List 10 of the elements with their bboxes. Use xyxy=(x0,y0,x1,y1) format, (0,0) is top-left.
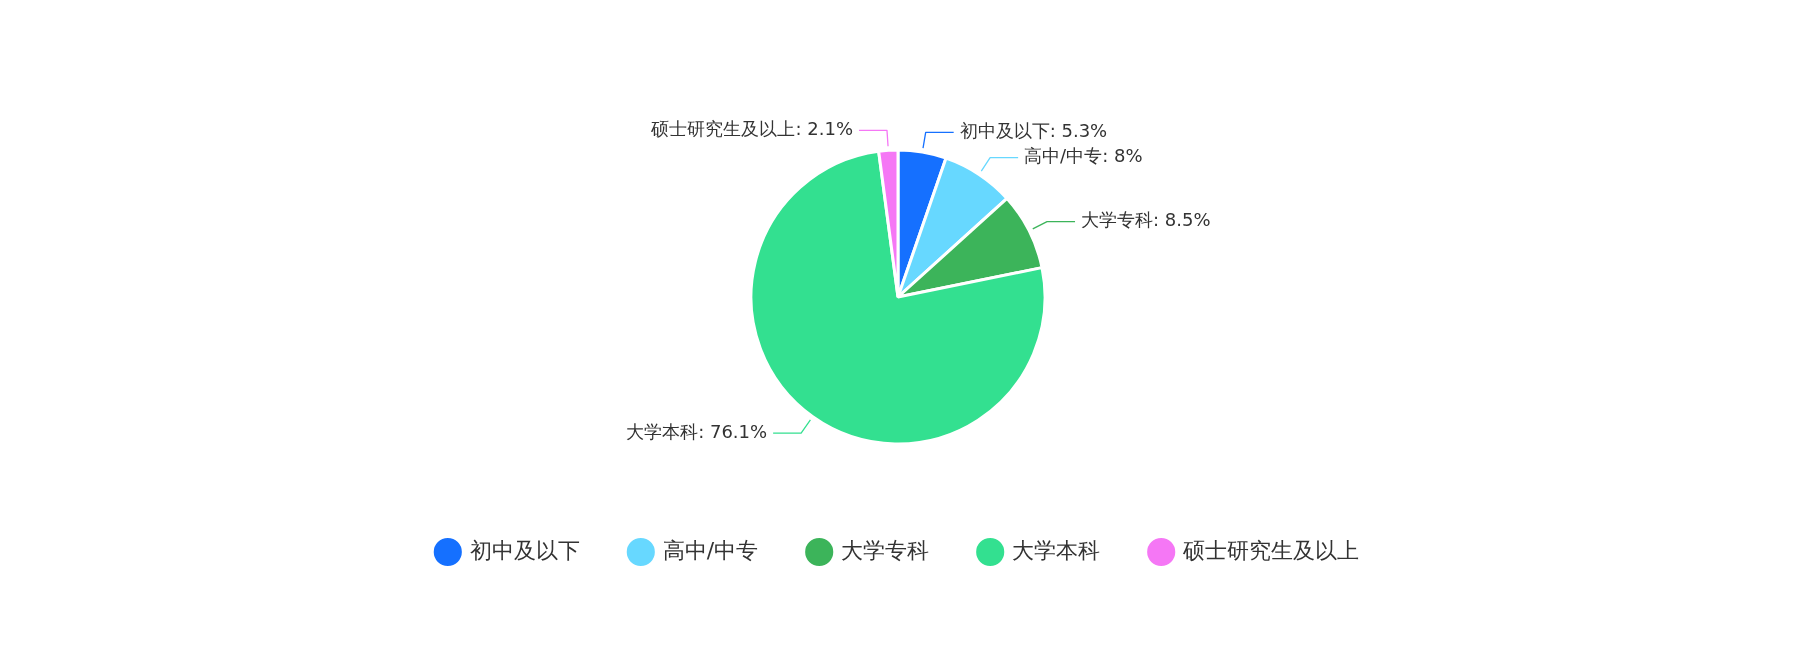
data-label: 大学专科: 8.5% xyxy=(1081,209,1211,231)
legend-label: 大学本科 xyxy=(1012,537,1101,563)
data-label: 初中及以下: 5.3% xyxy=(959,119,1108,141)
legend-label: 大学专科 xyxy=(841,537,930,563)
data-label: 大学本科: 76.1% xyxy=(626,420,768,442)
data-label: 高中/中专: 8% xyxy=(1024,145,1143,167)
legend-label: 初中及以下 xyxy=(469,537,580,563)
data-label: 硕士研究生及以上: 2.1% xyxy=(650,118,853,140)
legend-label: 硕士研究生及以上 xyxy=(1182,537,1360,563)
legend-label: 高中/中专 xyxy=(662,537,759,563)
